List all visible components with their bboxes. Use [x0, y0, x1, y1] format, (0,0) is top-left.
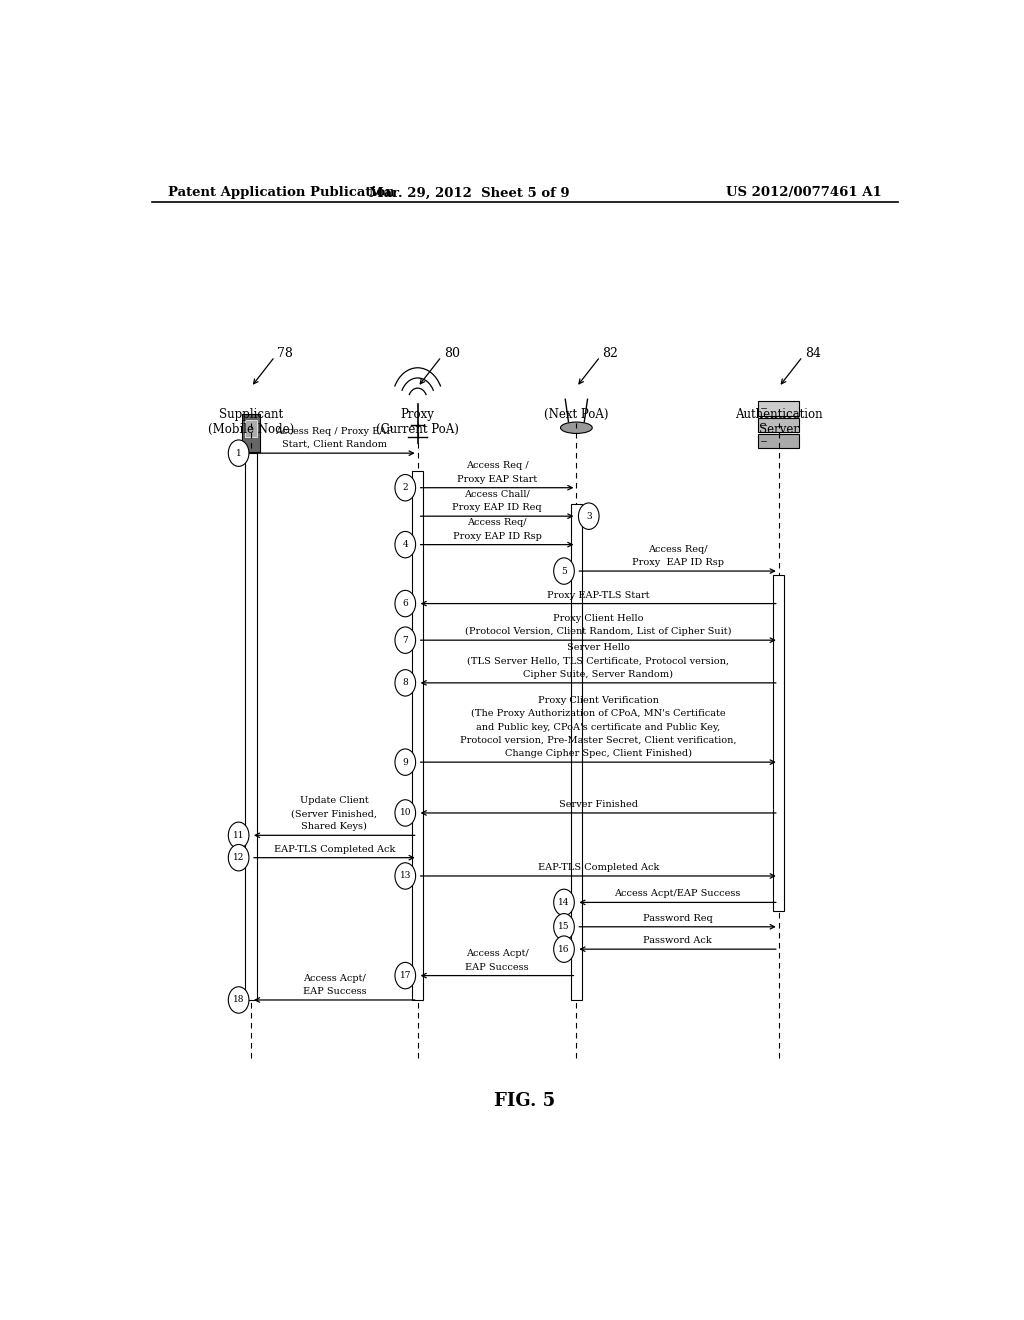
Text: Access Acpt/: Access Acpt/: [466, 949, 528, 958]
Circle shape: [395, 863, 416, 890]
Text: Password Ack: Password Ack: [643, 936, 712, 945]
Circle shape: [395, 800, 416, 826]
Text: (TLS Server Hello, TLS Certificate, Protocol version,: (TLS Server Hello, TLS Certificate, Prot…: [467, 656, 729, 665]
Text: 82: 82: [602, 347, 618, 360]
Text: Mar. 29, 2012  Sheet 5 of 9: Mar. 29, 2012 Sheet 5 of 9: [369, 186, 569, 199]
Circle shape: [395, 474, 416, 500]
Text: Access Req/: Access Req/: [467, 519, 526, 528]
Circle shape: [395, 669, 416, 696]
Text: 84: 84: [805, 347, 821, 360]
Text: 16: 16: [558, 945, 569, 953]
Text: Change Cipher Spec, Client Finished): Change Cipher Spec, Client Finished): [505, 748, 691, 758]
Text: Proxy EAP Start: Proxy EAP Start: [457, 475, 538, 483]
Text: 2: 2: [402, 483, 409, 492]
Text: 78: 78: [278, 347, 293, 360]
Text: EAP-TLS Completed Ack: EAP-TLS Completed Ack: [273, 845, 395, 854]
Text: 5: 5: [561, 566, 567, 576]
Text: EAP-TLS Completed Ack: EAP-TLS Completed Ack: [538, 863, 658, 873]
Circle shape: [395, 627, 416, 653]
Text: 4: 4: [402, 540, 409, 549]
Text: 18: 18: [232, 995, 245, 1005]
Text: Authentication
Server: Authentication Server: [735, 408, 822, 437]
Text: (Protocol Version, Client Random, List of Cipher Suit): (Protocol Version, Client Random, List o…: [465, 627, 731, 636]
Text: 12: 12: [232, 853, 245, 862]
Text: Update Client: Update Client: [300, 796, 369, 805]
Circle shape: [395, 590, 416, 616]
Text: 14: 14: [558, 898, 569, 907]
Text: Patent Application Publication: Patent Application Publication: [168, 186, 394, 199]
Circle shape: [395, 962, 416, 989]
Text: Access Req /: Access Req /: [466, 462, 528, 470]
Text: 13: 13: [399, 871, 411, 880]
Circle shape: [395, 748, 416, 775]
Text: Access Req / Proxy EAP: Access Req / Proxy EAP: [275, 426, 393, 436]
Circle shape: [228, 845, 249, 871]
Text: Access Req/: Access Req/: [648, 545, 708, 554]
Text: 15: 15: [558, 923, 569, 932]
Text: Password Req: Password Req: [643, 913, 713, 923]
Text: 3: 3: [586, 512, 592, 520]
Bar: [773, 576, 784, 911]
Bar: [758, 434, 800, 447]
Circle shape: [579, 503, 599, 529]
Text: 11: 11: [232, 830, 245, 840]
Circle shape: [228, 987, 249, 1014]
Bar: [758, 401, 800, 416]
Text: Proxy  EAP ID Rsp: Proxy EAP ID Rsp: [632, 558, 724, 568]
Bar: [758, 417, 800, 432]
Text: Supplicant
(Mobile Node): Supplicant (Mobile Node): [208, 408, 294, 437]
Text: Start, Client Random: Start, Client Random: [282, 440, 387, 449]
Text: Cipher Suite, Server Random): Cipher Suite, Server Random): [523, 669, 673, 678]
Text: (Next PoA): (Next PoA): [544, 408, 608, 421]
Text: 7: 7: [402, 636, 409, 644]
Text: EAP Success: EAP Success: [302, 987, 367, 995]
Circle shape: [395, 532, 416, 558]
Bar: [412, 471, 423, 1001]
Text: EAP Success: EAP Success: [465, 962, 528, 972]
Circle shape: [554, 558, 574, 585]
Text: Access Acpt/EAP Success: Access Acpt/EAP Success: [614, 890, 740, 899]
Text: FIG. 5: FIG. 5: [495, 1092, 555, 1110]
Text: Server Finished: Server Finished: [559, 800, 638, 809]
Text: Server Hello: Server Hello: [566, 643, 630, 652]
Text: Proxy EAP-TLS Start: Proxy EAP-TLS Start: [547, 590, 649, 599]
Bar: [570, 504, 582, 1001]
Circle shape: [554, 890, 574, 916]
Text: Proxy Client Hello: Proxy Client Hello: [553, 614, 643, 623]
Text: 8: 8: [402, 678, 409, 688]
Text: Proxy Client Verification: Proxy Client Verification: [538, 696, 658, 705]
Text: (The Proxy Authorization of CPoA, MN's Certificate: (The Proxy Authorization of CPoA, MN's C…: [471, 709, 726, 718]
Text: 6: 6: [402, 599, 409, 609]
Text: US 2012/0077461 A1: US 2012/0077461 A1: [726, 186, 882, 199]
Text: Proxy EAP ID Rsp: Proxy EAP ID Rsp: [453, 532, 542, 541]
FancyBboxPatch shape: [243, 413, 260, 453]
Circle shape: [554, 936, 574, 962]
Text: Proxy
(Current PoA): Proxy (Current PoA): [376, 408, 459, 437]
Circle shape: [554, 913, 574, 940]
Circle shape: [228, 822, 249, 849]
Bar: [245, 420, 257, 437]
Text: 17: 17: [399, 972, 411, 979]
Text: and Public key, CPoA's certificate and Public Key,: and Public key, CPoA's certificate and P…: [476, 722, 720, 731]
Bar: [246, 453, 257, 1001]
Circle shape: [228, 440, 249, 466]
Text: 10: 10: [399, 808, 411, 817]
Ellipse shape: [560, 422, 592, 433]
Text: 80: 80: [443, 347, 460, 360]
Text: Access Acpt/: Access Acpt/: [303, 974, 366, 982]
Text: Access Chall/: Access Chall/: [464, 490, 529, 499]
Text: (Server Finished,: (Server Finished,: [292, 809, 377, 818]
Text: Protocol version, Pre-Master Secret, Client verification,: Protocol version, Pre-Master Secret, Cli…: [460, 735, 736, 744]
Text: Proxy EAP ID Req: Proxy EAP ID Req: [453, 503, 542, 512]
Text: Shared Keys): Shared Keys): [301, 822, 368, 832]
Text: 1: 1: [236, 449, 242, 458]
Text: 9: 9: [402, 758, 409, 767]
